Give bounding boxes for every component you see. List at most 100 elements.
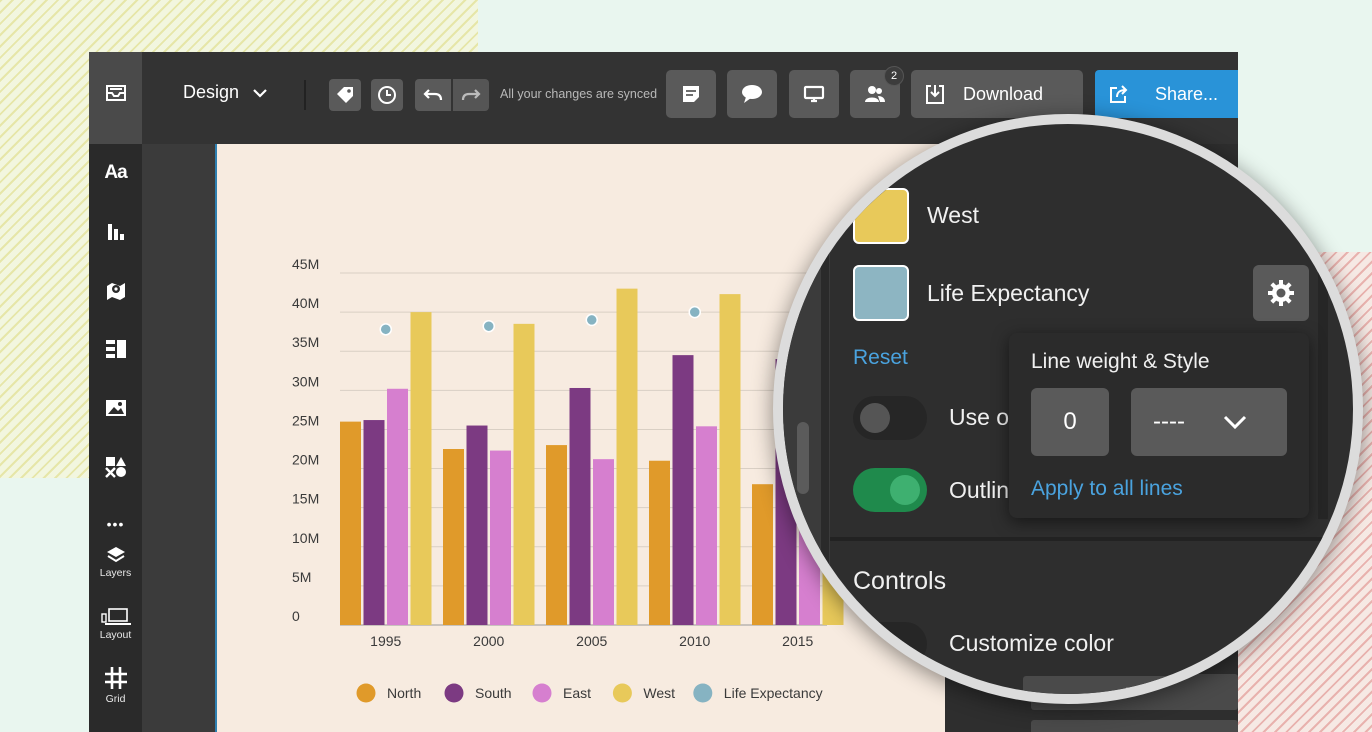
line-style-popover: Line weight & Style 0 ---- Apply to all … [1009,333,1309,518]
x-tick-label: 2010 [679,633,710,649]
sidebar-item-grid[interactable]: Grid [89,666,142,705]
redo-button[interactable] [453,79,489,111]
bar-west [513,323,535,625]
use-option-label: Use or [949,404,1017,430]
controls-heading: Controls [853,567,947,595]
chart-settings-label: t settings [1125,684,1186,701]
panel-secondary-button[interactable] [1031,720,1238,732]
sidebar-item-templates[interactable] [89,339,142,359]
collaborators-button[interactable]: 2 [850,66,904,118]
scrollbar-thumb[interactable] [797,422,809,494]
download-button[interactable]: Download [911,70,1083,118]
sidebar-item-text[interactable]: Aa [104,162,127,183]
share-button[interactable]: Share... [1095,70,1238,118]
share-icon [1110,85,1128,103]
history-button[interactable] [371,79,403,111]
toolbar-divider [304,80,306,110]
section-divider [830,537,1330,541]
map-pin-icon [106,283,125,300]
present-button[interactable] [789,70,839,118]
customize-color-label: Customize color [949,630,1114,656]
use-option-toggle[interactable] [853,396,927,440]
bar-south [672,355,694,625]
outline-toggle[interactable] [853,468,927,512]
point-life-expectancy [379,323,392,336]
layout-blocks-icon [105,340,126,358]
laptop-icon [100,608,131,625]
apply-all-lines-link[interactable]: Apply to all lines [1031,477,1183,500]
west-color-swatch[interactable] [853,188,909,244]
sidebar-item-layers[interactable]: Layers [89,546,142,579]
outline-label: Outlin [949,477,1010,503]
y-tick-label: 30M [292,373,319,389]
sidebar-item-layout[interactable]: Layout [89,608,142,641]
legend-label: North [387,685,421,701]
sidebar-item-images[interactable] [89,398,142,418]
life-expectancy-series-label: Life Expectancy [927,280,1090,306]
bar-north [649,460,670,625]
series-settings-button[interactable] [1253,265,1309,321]
bar-chart-icon [107,224,124,240]
y-tick-label: 0 [292,608,300,624]
bar-south [569,387,591,625]
grid-label: Grid [105,693,126,705]
popover-title: Line weight & Style [1031,350,1210,373]
chart-settings-button[interactable]: t settings [1023,676,1283,701]
y-tick-label: 35M [292,334,319,350]
design-dropdown[interactable]: Design [183,82,267,103]
bar-east [593,459,614,625]
mag-divider [821,124,829,694]
grid-icon [104,667,127,689]
canvas-selection-rule [215,144,217,732]
point-life-expectancy [688,305,701,319]
shapes-icon [104,457,126,478]
legend-label: South [475,685,512,701]
tag-icon [337,87,353,103]
bar-north [546,445,567,625]
layers-icon [106,547,125,563]
west-series-label: West [927,202,979,228]
tag-button[interactable] [329,79,361,111]
download-icon [926,85,944,104]
toggle-knob [890,475,920,505]
line-weight-input[interactable]: 0 [1031,388,1109,456]
mag-right-edge [1318,269,1328,519]
sidebar-item-library[interactable] [89,84,142,102]
y-tick-label: 25M [292,412,319,428]
chevron-down-icon [253,88,267,98]
y-tick-label: 5M [292,569,311,585]
bar-east [490,450,511,625]
legend-marker [356,683,376,703]
sidebar-item-charts[interactable] [89,222,142,242]
life-expectancy-color-swatch[interactable] [853,265,909,321]
bar-south [363,420,385,625]
zoom-magnifier: West Life Expectancy Reset Use or Outlin… [773,114,1363,704]
inbox-icon [105,85,126,101]
notes-icon [683,86,699,102]
sidebar-item-maps[interactable] [89,280,142,302]
legend-marker [444,683,464,703]
line-style-select[interactable]: ---- [1131,388,1287,456]
chevron-down-icon [1223,415,1247,430]
legend-marker [612,683,632,703]
y-tick-label: 15M [292,491,319,507]
bar-north [340,421,361,625]
sidebar-item-shapes[interactable] [89,456,142,478]
comments-button[interactable] [727,70,777,118]
sidebar-item-more[interactable]: ••• [106,516,125,532]
left-sidebar: Aa ••• Layers Layout Grid [89,52,142,732]
undo-button[interactable] [415,79,451,111]
bar-west [410,312,432,625]
design-label: Design [183,82,240,102]
users-icon [865,86,885,102]
bar-east [696,426,717,625]
legend-marker [693,683,713,703]
bar-west [719,294,741,625]
point-life-expectancy [585,313,598,327]
customize-color-toggle[interactable] [853,622,927,666]
comment-icon [742,85,762,103]
legend-label: East [563,685,591,701]
y-tick-label: 10M [292,530,319,546]
reset-link[interactable]: Reset [853,346,908,369]
notes-button[interactable] [666,70,716,118]
